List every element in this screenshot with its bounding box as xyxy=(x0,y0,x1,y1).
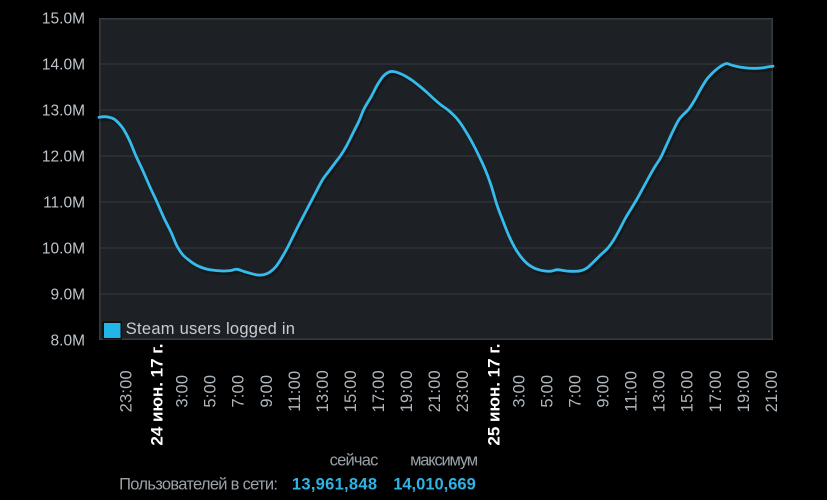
svg-text:11:00: 11:00 xyxy=(286,371,304,412)
svg-text:Пользователей в сети:: Пользователей в сети: xyxy=(119,476,277,494)
svg-text:25 июн. 17 г.: 25 июн. 17 г. xyxy=(484,344,503,446)
svg-text:15.0M: 15.0M xyxy=(42,10,85,27)
svg-text:13,961,848: 13,961,848 xyxy=(292,476,377,494)
svg-text:11:00: 11:00 xyxy=(623,371,641,412)
svg-text:Steam users logged in: Steam users logged in xyxy=(126,320,295,338)
svg-text:9:00: 9:00 xyxy=(258,375,276,408)
svg-text:14,010,669: 14,010,669 xyxy=(393,476,476,494)
svg-text:максимум: максимум xyxy=(410,452,478,470)
svg-text:9.0M: 9.0M xyxy=(51,286,85,303)
svg-text:15:00: 15:00 xyxy=(679,370,697,412)
svg-text:3:00: 3:00 xyxy=(510,375,528,408)
svg-text:17:00: 17:00 xyxy=(707,370,725,412)
svg-text:19:00: 19:00 xyxy=(735,370,753,412)
svg-text:5:00: 5:00 xyxy=(538,375,556,408)
svg-text:сейчас: сейчас xyxy=(330,452,379,470)
svg-text:15:00: 15:00 xyxy=(342,370,360,412)
svg-text:14.0M: 14.0M xyxy=(42,56,85,73)
svg-text:8.0M: 8.0M xyxy=(51,332,85,349)
svg-text:13.0M: 13.0M xyxy=(42,102,85,119)
svg-text:23:00: 23:00 xyxy=(118,370,136,412)
svg-text:19:00: 19:00 xyxy=(398,370,416,412)
svg-text:23:00: 23:00 xyxy=(454,370,472,412)
svg-text:21:00: 21:00 xyxy=(763,370,781,412)
svg-text:3:00: 3:00 xyxy=(174,375,192,408)
svg-text:11.0M: 11.0M xyxy=(43,194,85,211)
svg-text:17:00: 17:00 xyxy=(370,370,388,412)
svg-text:10.0M: 10.0M xyxy=(42,240,85,257)
svg-text:9:00: 9:00 xyxy=(595,375,613,408)
svg-text:13:00: 13:00 xyxy=(651,370,669,412)
svg-text:12.0M: 12.0M xyxy=(42,148,85,165)
svg-text:7:00: 7:00 xyxy=(230,375,248,408)
svg-text:7:00: 7:00 xyxy=(567,375,585,408)
svg-text:13:00: 13:00 xyxy=(314,370,332,412)
svg-text:5:00: 5:00 xyxy=(202,375,220,408)
svg-text:21:00: 21:00 xyxy=(426,370,444,412)
svg-text:24 июн. 17 г.: 24 июн. 17 г. xyxy=(148,344,167,446)
